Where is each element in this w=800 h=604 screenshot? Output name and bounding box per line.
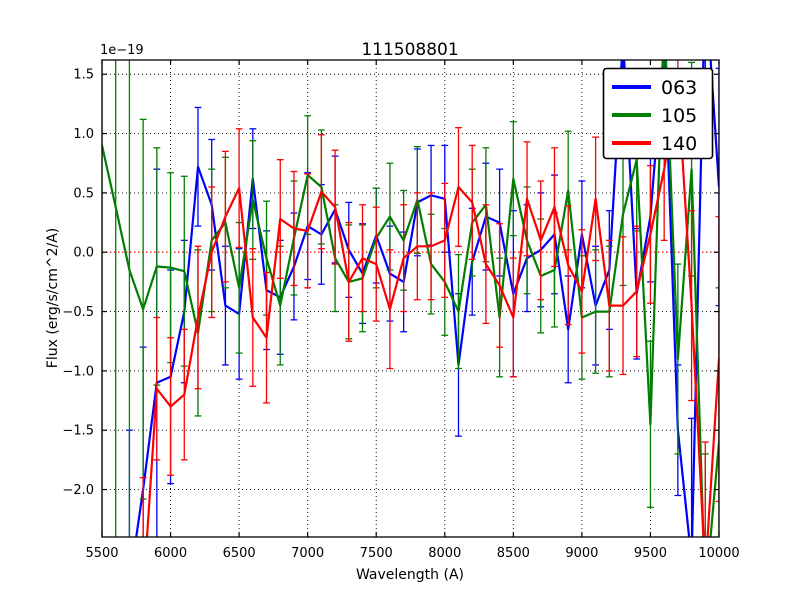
x-tick-label: 9000 bbox=[565, 546, 598, 561]
y-tick-label: −0.5 bbox=[62, 305, 94, 320]
legend-label-140: 140 bbox=[661, 133, 697, 155]
y-tick-label: −1.0 bbox=[62, 364, 94, 379]
axes-frame bbox=[101, 59, 720, 538]
chart-title: 111508801 bbox=[361, 40, 458, 60]
series-140 bbox=[139, 60, 719, 537]
x-tick-label: 9500 bbox=[634, 546, 667, 561]
x-tick-label: 6000 bbox=[154, 546, 187, 561]
x-axis-label: Wavelength (A) bbox=[356, 567, 464, 583]
x-tick-label: 8500 bbox=[497, 546, 530, 561]
legend-label-063: 063 bbox=[661, 77, 697, 99]
y-tick-label: 0.0 bbox=[73, 246, 94, 261]
y-tick-label: 0.5 bbox=[73, 186, 94, 201]
legend-label-105: 105 bbox=[661, 105, 697, 127]
tick-labels: 5500 6000 6500 7000 7500 8000 8500 9000 9500 1000… bbox=[62, 68, 739, 561]
y-tick-label: 1.0 bbox=[73, 127, 94, 142]
x-tick-label: 7000 bbox=[291, 546, 324, 561]
x-tick-label: 10000 bbox=[698, 546, 739, 561]
x-tick-label: 5500 bbox=[85, 546, 118, 561]
y-axis-label: Flux (erg/s/cm^2/A) bbox=[45, 228, 61, 368]
series-line-140 bbox=[145, 82, 719, 537]
tick-marks bbox=[101, 60, 720, 537]
x-tick-label: 8000 bbox=[428, 546, 461, 561]
y-tick-label: −2.0 bbox=[62, 483, 94, 498]
y-tick-label: 1.5 bbox=[73, 68, 94, 83]
y-tick-label: −1.5 bbox=[62, 424, 94, 439]
legend: 063 105 140 bbox=[602, 67, 714, 160]
x-tick-label: 7500 bbox=[360, 546, 393, 561]
y-axis-offset-text: 1e−19 bbox=[100, 43, 144, 58]
x-tick-label: 6500 bbox=[223, 546, 256, 561]
legend-box bbox=[602, 67, 714, 160]
